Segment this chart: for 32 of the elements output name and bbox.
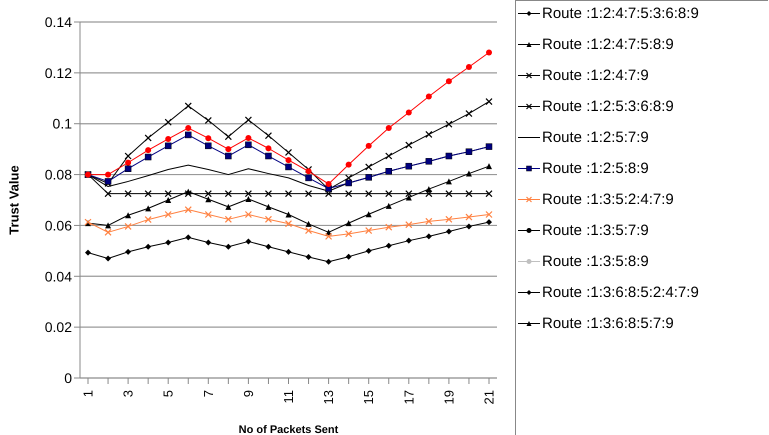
legend-label: Route :1:3:5:2:4:7:9 [542,191,675,208]
legend-label: Route :1:2:4:7:5:3:6:8:9 [542,5,700,22]
legend-label: Route :1:2:5:7:9 [542,129,650,146]
legend-label: Route :1:3:5:7:9 [542,222,650,239]
y-tick-label: 0.04 [44,268,72,284]
y-tick-label: 0.02 [44,319,72,336]
y-tick-label: 0.1 [52,116,72,132]
legend-label: Route :1:3:6:8:5:2:4:7:9 [542,284,700,301]
x-tick-label: 5 [160,390,176,398]
y-tick-label: 0.06 [44,217,72,234]
legend-label: Route :1:2:4:7:5:8:9 [542,36,675,53]
y-axis-title: Trust Value [6,165,22,235]
x-tick-label: 15 [361,390,376,404]
x-tick-label: 19 [441,390,456,404]
x-tick-label: 7 [200,390,216,398]
x-axis-title: No of Packets Sent [238,424,339,435]
legend-label: Route :1:3:6:8:5:7:9 [542,315,675,332]
y-tick-label: 0 [64,370,72,386]
x-tick-label: 11 [281,390,296,404]
x-tick-label: 13 [321,390,336,404]
legend-label: Route :1:2:5:8:9 [542,160,650,177]
x-tick-label: 21 [482,390,496,404]
legend-label: Route :1:3:5:8:9 [542,253,650,270]
legend-label: Route :1:2:5:3:6:8:9 [542,98,675,115]
y-tick-label: 0.14 [44,14,72,30]
x-tick-label: 3 [120,390,136,398]
x-tick-label: 9 [240,390,256,398]
y-tick-label: 0.08 [44,166,72,183]
x-tick-label: 17 [401,390,416,404]
x-tick-label: 1 [80,390,96,398]
legend-label: Route :1:2:4:7:9 [542,67,650,84]
y-tick-label: 0.12 [44,64,72,81]
